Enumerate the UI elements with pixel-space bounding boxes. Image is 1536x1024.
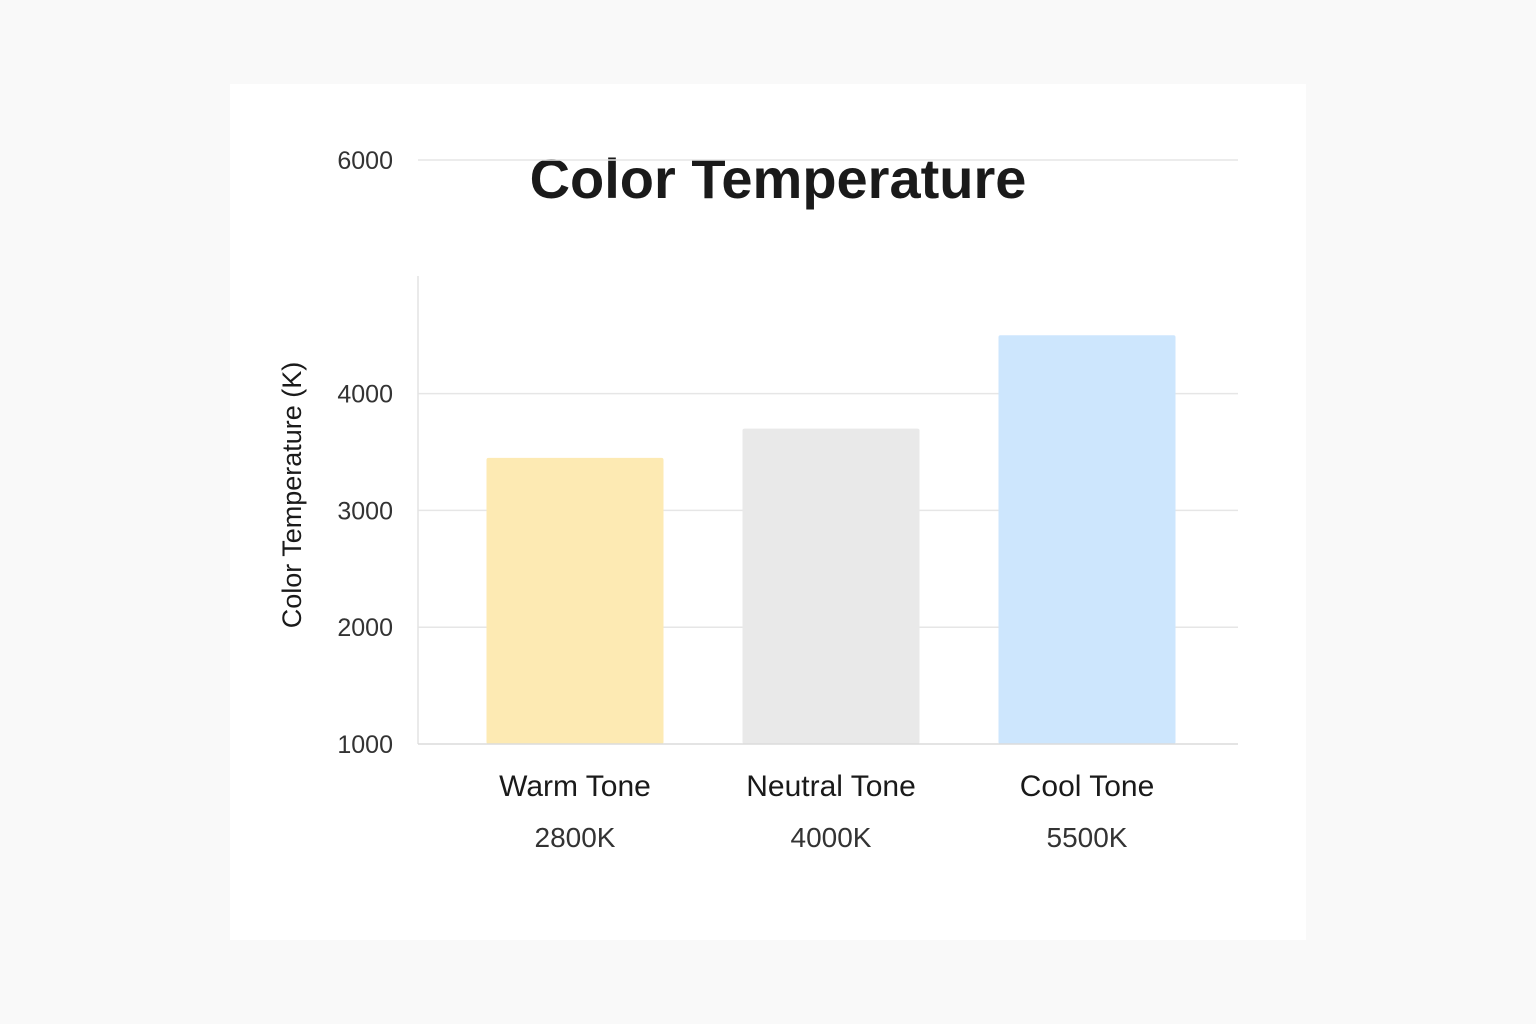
y-tick-label: 1000 bbox=[337, 731, 393, 759]
bar-cool-tone bbox=[998, 335, 1176, 744]
y-tick-label: 2000 bbox=[337, 614, 393, 642]
y-tick-label: 4000 bbox=[337, 381, 393, 409]
y-tick-labels: 1000 2000 3000 4000 6000 bbox=[337, 147, 393, 759]
category-sublabel: 4000K bbox=[791, 822, 872, 853]
category-sublabel: 5500K bbox=[1047, 822, 1128, 853]
y-tick-label: 3000 bbox=[337, 497, 393, 525]
category-label: Neutral Tone bbox=[746, 770, 916, 803]
category-label: Warm Tone bbox=[499, 770, 651, 803]
chart-title: Color Temperature bbox=[530, 147, 1027, 210]
bar-neutral-tone bbox=[742, 428, 920, 744]
y-tick-label: 6000 bbox=[337, 147, 393, 175]
bars bbox=[486, 335, 1176, 744]
category-sublabel: 2800K bbox=[535, 822, 616, 853]
bar-warm-tone bbox=[486, 457, 664, 744]
y-axis-label: Color Temperature (K) bbox=[277, 362, 307, 629]
category-label: Cool Tone bbox=[1020, 770, 1155, 803]
category-labels: Warm Tone 2800K Neutral Tone 4000K Cool Tone… bbox=[499, 770, 1154, 853]
